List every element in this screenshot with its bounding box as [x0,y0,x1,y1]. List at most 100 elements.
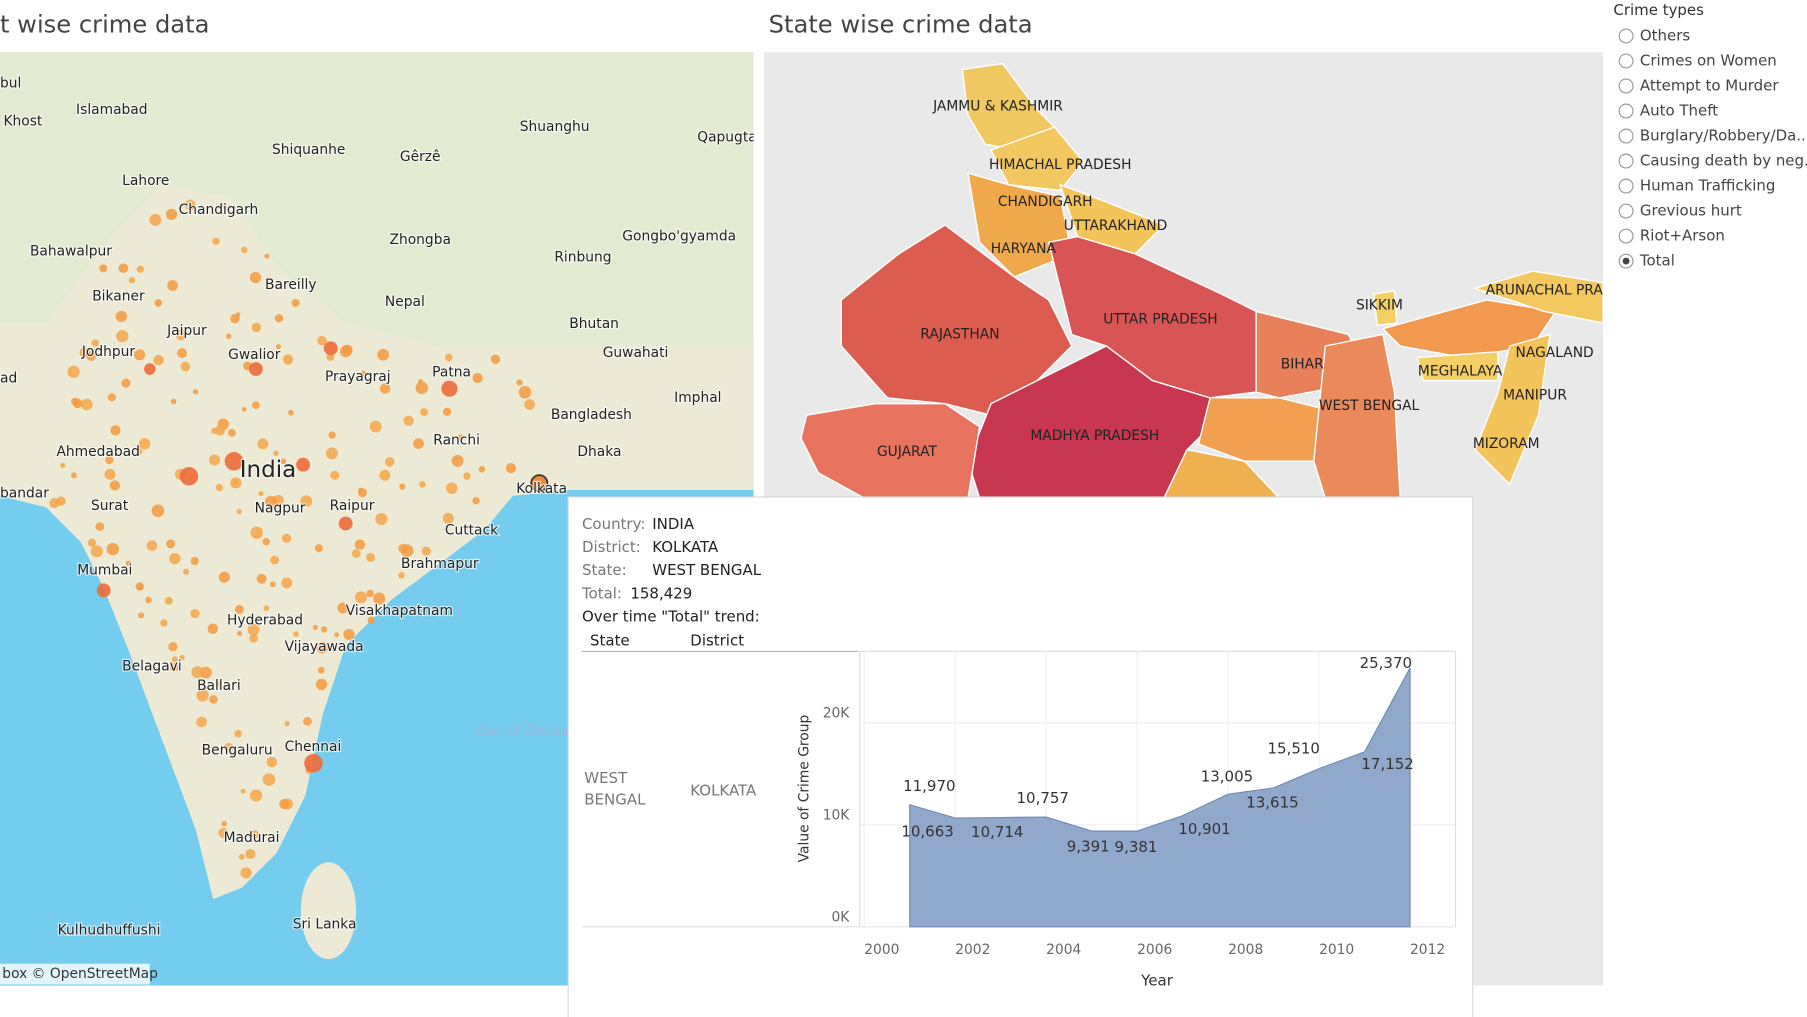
state-label: MEGHALAYA [1418,363,1503,379]
place-label: Bengaluru [202,743,273,759]
map-dot [247,623,260,636]
value-label: 17,152 [1361,755,1413,773]
filter-option[interactable]: Total [1639,252,1675,270]
map-dot [284,720,290,727]
value-label: 13,005 [1201,767,1253,785]
place-label: Jaipur [166,323,207,339]
map-dot [379,469,391,481]
state-label: MADHYA PRADESH [1030,428,1159,444]
map-dot [296,457,311,472]
map-dot [180,361,191,372]
map-dot [135,582,144,591]
row-district: KOLKATA [690,781,757,799]
filter-option[interactable]: Auto Theft [1640,102,1718,120]
filter-option[interactable]: Riot+Arson [1640,227,1725,245]
place-label: Gêrzê [400,149,441,165]
place-label: Patna [432,365,471,381]
map-dot [218,827,229,838]
map-dot [79,347,90,358]
state-label: WEST BENGAL [1319,398,1420,414]
map-dot [343,628,355,641]
filter-option[interactable]: Burglary/Robbery/Da... [1640,127,1807,145]
place-label: ad [0,370,17,386]
map-dot [293,631,299,637]
map-dot [275,344,281,350]
radio[interactable] [1618,128,1634,144]
map-dot [256,573,267,584]
radio[interactable] [1618,28,1634,44]
map-dot [262,537,270,546]
map-dot [369,420,382,433]
place-label: Kulhudhuffushi [58,922,161,938]
x-tick-label: 2004 [1046,942,1081,958]
radio[interactable] [1618,178,1634,194]
radio[interactable] [1618,53,1634,69]
radio[interactable] [1618,228,1634,244]
radio[interactable] [1618,203,1634,219]
map-dot [304,753,323,773]
map-dot [288,409,294,416]
map-dot [330,470,340,480]
map-dot [323,341,338,356]
map-dot [419,481,426,488]
map-dot [315,678,328,691]
map-dot [442,512,454,524]
map-title: t wise crime data [0,11,209,39]
map-dot [472,372,483,384]
table-header: State [590,632,630,650]
x-axis-title: Year [1140,971,1174,989]
field-label: State: [582,561,627,579]
state-label: GUJARAT [877,444,938,460]
map-dot [365,552,376,563]
map-dot [104,468,116,480]
map-dot [316,641,329,654]
map-dot [226,333,232,339]
map-dot [337,602,349,614]
map-dot [236,508,242,515]
y-tick-label: 0K [831,910,850,926]
map-dot [134,349,146,361]
map-dot [184,199,196,211]
map-dot [415,381,429,395]
map-dot [274,314,284,323]
place-label: Jodhpur [81,344,136,360]
value-label: 10,901 [1178,820,1230,838]
place-label: Gongbo'gyamda [622,229,736,245]
map-dot [250,830,260,839]
field-label: Total: [581,584,622,602]
y-tick-label: 10K [823,808,851,824]
radio[interactable] [1618,78,1634,94]
map-dot [164,596,173,605]
map-dot [49,498,60,509]
map-dot [384,457,395,467]
map-dot [146,540,158,551]
map-dot [182,568,190,575]
map-dot [221,203,227,209]
filter-option[interactable]: Attempt to Murder [1640,77,1779,95]
map-dot [224,452,244,471]
map-dot [192,389,199,395]
state-label: MIZORAM [1473,436,1540,452]
map-dot [446,482,458,495]
value-label: 10,757 [1017,789,1069,807]
map-dot [151,504,165,518]
map-dot [218,571,230,583]
filter-option[interactable]: Causing death by neg... [1640,152,1807,170]
filter-option[interactable]: Human Trafficking [1640,177,1776,195]
filter-option[interactable]: Crimes on Women [1640,52,1777,70]
map-dot [240,867,252,879]
filter-option[interactable]: Grevious hurt [1640,202,1742,220]
map-dot [320,626,328,633]
map-dot [403,415,414,426]
field-value: WEST BENGAL [652,561,761,579]
radio[interactable] [1618,103,1634,119]
filter-option[interactable]: Others [1640,27,1691,45]
state-label: SIKKIM [1356,298,1403,314]
trend-title: Over time "Total" trend: [582,607,760,625]
radio[interactable] [1618,153,1634,169]
place-label: Hyderabad [227,612,303,628]
map-dot [351,549,361,558]
map-dot [177,348,188,359]
map-dot [478,466,486,473]
place-label: Bhutan [569,316,619,332]
